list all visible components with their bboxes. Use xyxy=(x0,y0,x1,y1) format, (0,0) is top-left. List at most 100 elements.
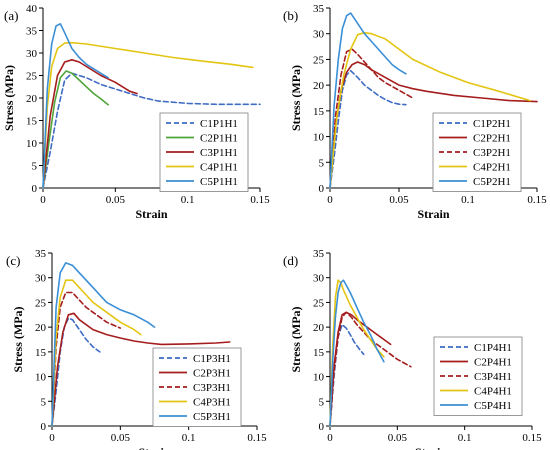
series-line-c4p4h1 xyxy=(329,279,385,427)
y-tick-label: 10 xyxy=(26,138,38,150)
series-line-c5p4h1 xyxy=(329,279,385,427)
x-axis-title: Strain xyxy=(415,445,447,450)
legend-label: C5P1H1 xyxy=(200,176,238,188)
legend-label: C3P4H1 xyxy=(474,371,512,383)
y-tick-label: 25 xyxy=(35,297,47,309)
y-tick-label: 35 xyxy=(26,26,38,38)
x-tick-label: 0.15 xyxy=(527,194,547,206)
x-tick-label: 0.1 xyxy=(182,432,196,444)
y-tick-label: 40 xyxy=(26,3,38,15)
series-line-c3p1h1 xyxy=(42,58,138,189)
panel-label: (c) xyxy=(6,253,20,268)
x-tick-label: 0.05 xyxy=(111,432,131,444)
y-tick-label: 10 xyxy=(313,372,325,384)
chart-panel-3: 0 5 10 15 20 25 30 35 0 0.05 0.1 0.15 Strain Stress (… xyxy=(6,248,267,450)
y-tick-label: 0 xyxy=(41,421,47,433)
legend-label: C3P2H1 xyxy=(473,147,511,159)
x-tick-label: 0.1 xyxy=(458,432,472,444)
legend-label: C4P2H1 xyxy=(473,162,511,174)
chart-panel-2: 0 5 10 15 20 25 30 35 0 0.05 0.1 0.15 Strain Stress (… xyxy=(283,3,547,221)
chart-panel-4: 0 5 10 15 20 25 30 35 0 0.05 0.1 0.15 Strain Stress (… xyxy=(283,248,542,450)
y-tick-label: 25 xyxy=(313,54,325,66)
series-line-c2p2h1 xyxy=(329,61,538,189)
legend-label: C1P1H1 xyxy=(200,118,238,130)
legend-label: C4P4H1 xyxy=(474,386,512,398)
legend-label: C1P2H1 xyxy=(473,118,511,130)
x-tick-label: 0.15 xyxy=(247,432,267,444)
y-tick-label: 5 xyxy=(319,396,325,408)
y-tick-label: 15 xyxy=(26,116,38,128)
legend: C1P2H1 C2P2H1 C3P2H1 C4P2H1 C5P2H1 xyxy=(432,112,522,192)
y-tick-label: 20 xyxy=(313,322,325,334)
x-tick-label: 0 xyxy=(40,194,46,206)
chart-panel-1: 0 5 10 15 20 25 30 35 40 0 0.05 0.1 0.15 Strain Stress… xyxy=(2,3,270,221)
series-line-c1p3h1 xyxy=(51,317,101,427)
y-axis-title: Stress (MPa) xyxy=(2,65,16,131)
x-tick-label: 0.1 xyxy=(181,194,195,206)
y-axis-title: Stress (MPa) xyxy=(289,306,303,372)
legend-label: C1P3H1 xyxy=(193,353,231,365)
legend: C1P1H1 C2P1H1 C3P1H1 C4P1H1 C5P1H1 xyxy=(159,112,249,192)
legend: C1P4H1 C2P4H1 C3P4H1 C4P4H1 C5P4H1 xyxy=(433,336,523,416)
x-tick-label: 0 xyxy=(327,194,333,206)
legend-label: C4P1H1 xyxy=(200,162,238,174)
series-line-c2p1h1 xyxy=(42,70,109,189)
series-line-c4p3h1 xyxy=(51,279,142,427)
legend-label: C3P1H1 xyxy=(200,147,238,159)
panel-label: (b) xyxy=(283,8,298,23)
y-tick-label: 5 xyxy=(41,396,47,408)
panel-label: (a) xyxy=(4,8,18,23)
y-tick-label: 35 xyxy=(35,248,47,260)
legend: C1P3H1 C2P3H1 C3P3H1 C4P3H1 C5P3H1 xyxy=(152,347,242,427)
y-tick-label: 20 xyxy=(26,93,38,105)
y-tick-label: 30 xyxy=(35,273,47,285)
legend-label: C2P4H1 xyxy=(474,357,512,369)
legend-label: C5P3H1 xyxy=(193,411,231,423)
y-tick-label: 25 xyxy=(313,297,325,309)
series-line-c5p1h1 xyxy=(42,22,109,189)
y-tick-label: 5 xyxy=(319,157,325,169)
y-axis-title: Stress (MPa) xyxy=(11,306,25,372)
series-line-c2p3h1 xyxy=(51,312,231,427)
x-axis-title: Strain xyxy=(417,207,449,221)
x-tick-label: 0 xyxy=(49,432,55,444)
legend-label: C2P1H1 xyxy=(200,133,238,145)
y-tick-label: 0 xyxy=(32,183,38,195)
legend-label: C2P2H1 xyxy=(473,133,511,145)
y-tick-label: 15 xyxy=(35,347,47,359)
y-tick-label: 15 xyxy=(313,347,325,359)
legend-label: C4P3H1 xyxy=(193,397,231,409)
legend-label: C5P4H1 xyxy=(474,400,512,412)
y-tick-label: 30 xyxy=(313,29,325,41)
series-line-c1p1h1 xyxy=(42,72,261,189)
y-tick-label: 15 xyxy=(313,106,325,118)
x-tick-label: 0.15 xyxy=(522,432,542,444)
y-tick-label: 35 xyxy=(313,3,325,15)
x-tick-label: 0 xyxy=(327,432,333,444)
x-tick-label: 0.05 xyxy=(388,432,408,444)
x-axis-title: Strain xyxy=(138,445,170,450)
series-line-c4p1h1 xyxy=(42,41,254,189)
y-tick-label: 5 xyxy=(32,161,38,173)
x-tick-label: 0.15 xyxy=(250,194,270,206)
series-line-c3p4h1 xyxy=(329,311,412,427)
x-tick-label: 0.1 xyxy=(461,194,475,206)
series-line-c5p2h1 xyxy=(329,12,407,189)
y-axis-title: Stress (MPa) xyxy=(289,65,303,131)
series-line-c1p4h1 xyxy=(329,323,365,427)
legend-label: C5P2H1 xyxy=(473,176,511,188)
legend-box xyxy=(159,112,249,192)
y-tick-label: 35 xyxy=(313,248,325,260)
legend-label: C1P4H1 xyxy=(474,342,512,354)
y-tick-label: 20 xyxy=(35,322,47,334)
series-line-c1p2h1 xyxy=(329,69,407,189)
x-tick-label: 0.05 xyxy=(106,194,126,206)
y-tick-label: 30 xyxy=(313,273,325,285)
y-tick-label: 0 xyxy=(319,421,325,433)
panel-label: (d) xyxy=(283,253,298,268)
y-tick-label: 0 xyxy=(319,183,325,195)
x-tick-label: 0.05 xyxy=(389,194,409,206)
y-tick-label: 10 xyxy=(35,372,47,384)
legend-label: C3P3H1 xyxy=(193,382,231,394)
